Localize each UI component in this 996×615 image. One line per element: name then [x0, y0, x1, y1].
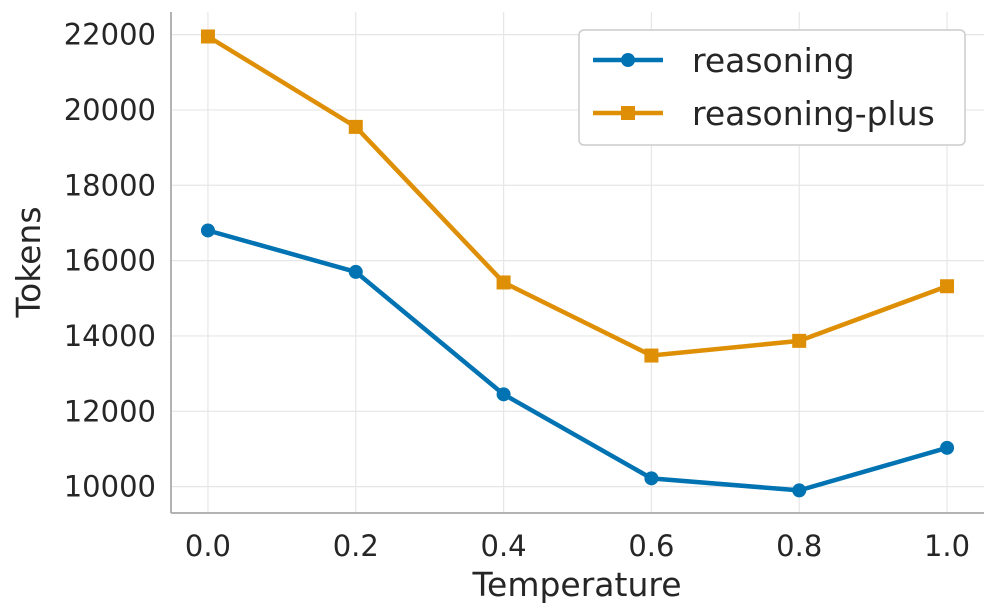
x-tick-label: 0.0 [185, 529, 231, 563]
tick-labels: 0.0 0.2 0.4 0.6 0.8 1.0 10000 12000 14000 16000 18… [64, 18, 970, 563]
data-point-reasoning [348, 264, 363, 279]
x-tick-label: 0.2 [333, 529, 379, 563]
y-tick-label: 14000 [64, 319, 156, 353]
legend-entry-reasoning-plus: reasoning-plus [593, 94, 935, 133]
y-tick-label: 12000 [64, 394, 156, 428]
x-tick-label: 0.8 [776, 529, 822, 563]
x-tick-label: 0.6 [628, 529, 674, 563]
data-point-reasoning-plus [940, 279, 955, 294]
legend-entry-reasoning: reasoning [593, 41, 855, 80]
data-point-reasoning [496, 387, 511, 402]
data-point-reasoning [940, 440, 955, 455]
x-axis-title: Temperature [471, 565, 681, 604]
data-point-reasoning-plus [496, 275, 511, 290]
series-reasoning-plus [200, 29, 955, 363]
y-tick-label: 16000 [64, 244, 156, 278]
legend: reasoning reasoning-plus [578, 29, 966, 146]
x-tick-label: 1.0 [924, 529, 970, 563]
legend-marker-square [621, 106, 635, 120]
data-point-reasoning-plus [644, 348, 659, 363]
series-line-reasoning-plus [205, 34, 950, 358]
series-layer [200, 29, 955, 498]
data-point-reasoning [644, 471, 659, 486]
series-line-reasoning [205, 228, 950, 493]
data-point-reasoning [792, 483, 807, 498]
y-axis-title: Tokens [9, 206, 48, 318]
axes [170, 12, 984, 514]
y-tick-label: 20000 [64, 93, 156, 127]
series-reasoning [200, 223, 955, 498]
y-tick-label: 10000 [64, 470, 156, 504]
y-tick-label: 22000 [64, 18, 156, 52]
data-point-reasoning-plus [200, 29, 215, 44]
data-point-reasoning-plus [348, 119, 363, 134]
legend-label-reasoning-plus: reasoning-plus [692, 94, 935, 133]
y-tick-label: 18000 [64, 168, 156, 202]
data-point-reasoning [200, 223, 215, 238]
data-point-reasoning-plus [792, 333, 807, 348]
legend-box [578, 29, 966, 146]
legend-marker-circle [621, 53, 635, 67]
x-tick-label: 0.4 [481, 529, 527, 563]
legend-label-reasoning: reasoning [692, 41, 855, 80]
